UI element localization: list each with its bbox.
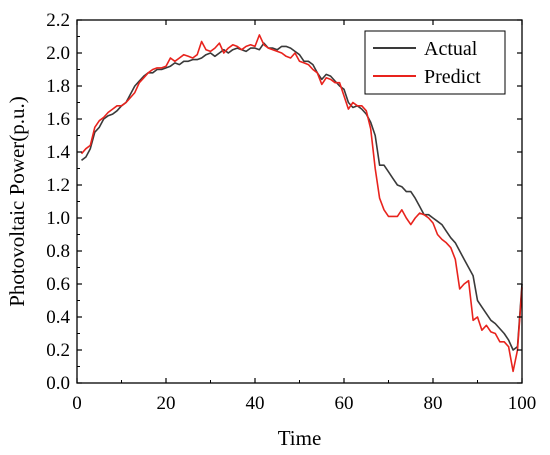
y-tick-label: 2.2 bbox=[46, 10, 70, 31]
y-tick-label: 1.4 bbox=[46, 142, 70, 163]
y-tick-label: 0.0 bbox=[46, 373, 70, 394]
x-tick-label: 20 bbox=[157, 393, 176, 414]
y-tick-label: 1.8 bbox=[46, 76, 70, 97]
x-tick-label: 40 bbox=[246, 393, 265, 414]
x-tick-label: 0 bbox=[72, 393, 82, 414]
y-axis: 0.0 0.2 0.4 0.6 0.8 1.0 1.2 1.4 1.6 1.8 2.0 2.2 bbox=[46, 10, 522, 394]
x-axis-title: Time bbox=[278, 426, 322, 450]
series-line-actual bbox=[81, 42, 523, 351]
y-axis-title: Photovoltaic Power(p.u.) bbox=[5, 96, 29, 307]
x-axis: 0 20 40 60 80 100 bbox=[72, 20, 536, 414]
y-tick-label: 1.2 bbox=[46, 175, 70, 196]
x-tick-label: 60 bbox=[335, 393, 354, 414]
x-tick-label: 80 bbox=[424, 393, 443, 414]
y-tick-label: 1.0 bbox=[46, 208, 70, 229]
legend-label-actual: Actual bbox=[424, 38, 478, 60]
legend-box bbox=[364, 30, 506, 95]
y-tick-label: 0.8 bbox=[46, 241, 70, 262]
y-tick-label: 0.2 bbox=[46, 340, 70, 361]
x-tick-label: 100 bbox=[508, 393, 537, 414]
y-tick-label: 2.0 bbox=[46, 43, 70, 64]
legend-label-predict: Predict bbox=[424, 66, 481, 88]
y-tick-label: 1.6 bbox=[46, 109, 70, 130]
legend: Actual Predict bbox=[364, 30, 506, 95]
y-tick-label: 0.6 bbox=[46, 274, 70, 295]
series-line-predict bbox=[80, 34, 523, 373]
y-tick-label: 0.4 bbox=[46, 307, 70, 328]
plot-lines bbox=[80, 34, 523, 373]
